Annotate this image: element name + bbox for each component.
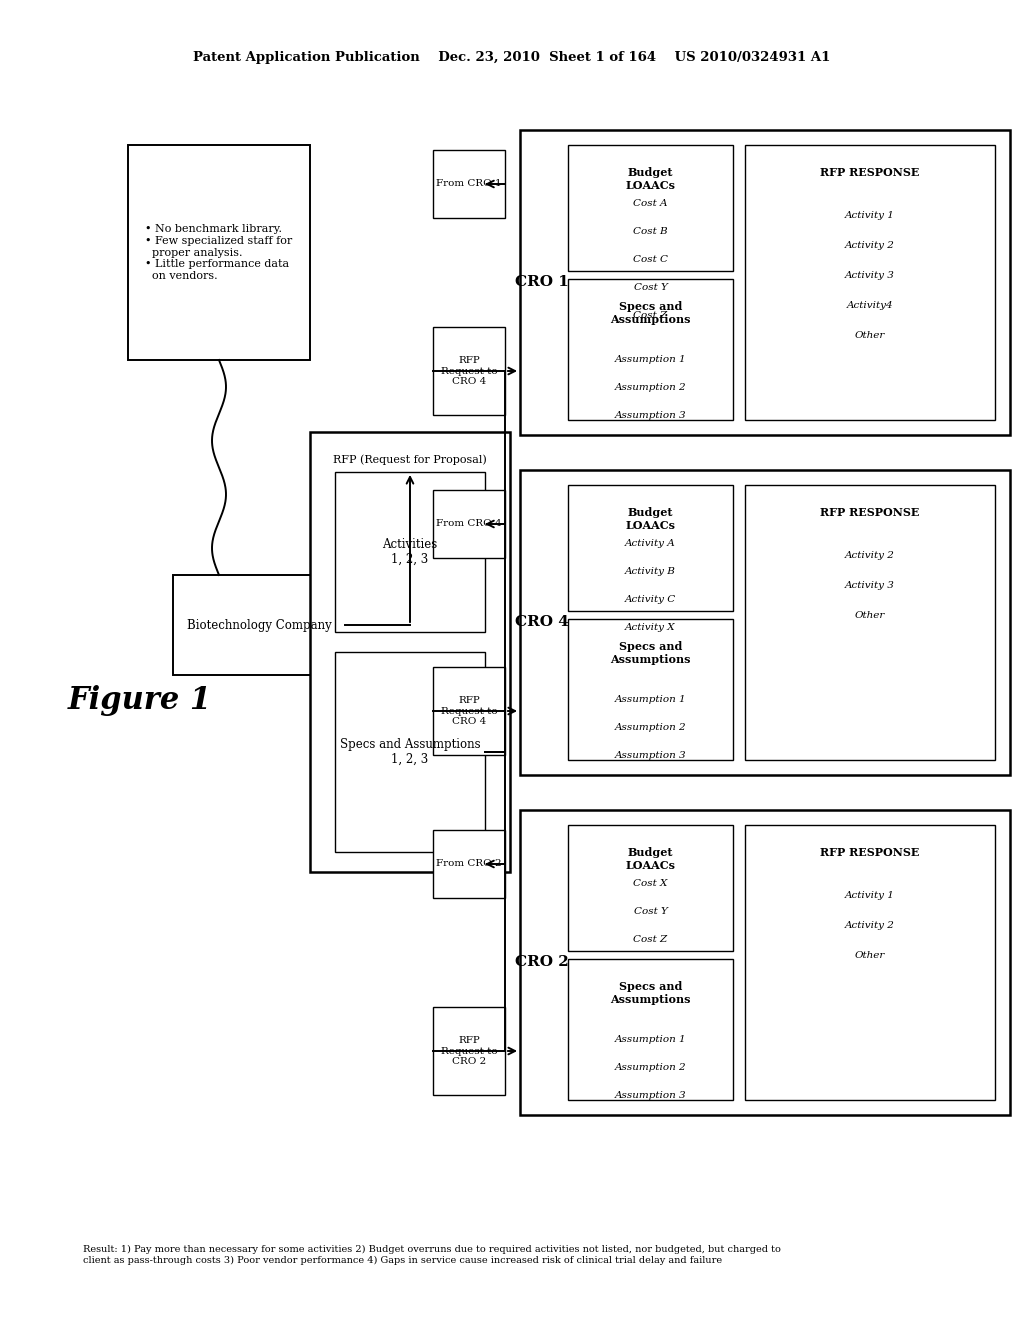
Text: CRO 4: CRO 4 bbox=[515, 615, 569, 630]
Bar bbox=[310, 432, 510, 873]
Bar bbox=[568, 960, 733, 1100]
Text: CRO 1: CRO 1 bbox=[515, 276, 569, 289]
Text: Biotechnology Company: Biotechnology Company bbox=[186, 619, 332, 631]
Text: Activity 2: Activity 2 bbox=[845, 550, 895, 560]
Text: Result: 1) Pay more than necessary for some activities 2) Budget overruns due to: Result: 1) Pay more than necessary for s… bbox=[83, 1245, 781, 1265]
Text: From CRO 1: From CRO 1 bbox=[436, 180, 502, 189]
Text: Other: Other bbox=[855, 330, 885, 339]
Text: Assumption 1: Assumption 1 bbox=[614, 355, 686, 363]
Bar bbox=[173, 576, 345, 675]
Text: RFP RESPONSE: RFP RESPONSE bbox=[820, 507, 920, 517]
Text: Activity4: Activity4 bbox=[847, 301, 893, 309]
Text: Specs and
Assumptions: Specs and Assumptions bbox=[610, 642, 691, 665]
Text: Cost Y: Cost Y bbox=[634, 907, 668, 916]
Text: From CRO 2: From CRO 2 bbox=[436, 859, 502, 869]
Bar bbox=[520, 470, 1010, 775]
Text: Cost B: Cost B bbox=[633, 227, 668, 235]
Bar bbox=[128, 145, 310, 360]
Bar bbox=[568, 145, 733, 271]
Text: Other: Other bbox=[855, 610, 885, 619]
Text: RFP RESPONSE: RFP RESPONSE bbox=[820, 847, 920, 858]
Bar bbox=[568, 825, 733, 950]
Text: Activities
1, 2, 3: Activities 1, 2, 3 bbox=[382, 539, 437, 566]
Text: Assumption 2: Assumption 2 bbox=[614, 383, 686, 392]
Bar bbox=[520, 129, 1010, 436]
Text: Activity X: Activity X bbox=[626, 623, 676, 631]
Text: Budget
LOAACs: Budget LOAACs bbox=[626, 507, 676, 531]
Text: CRO 2: CRO 2 bbox=[515, 956, 569, 969]
Bar bbox=[520, 810, 1010, 1115]
Text: Cost Y: Cost Y bbox=[634, 282, 668, 292]
Bar bbox=[568, 484, 733, 611]
Bar bbox=[433, 1007, 505, 1096]
Text: RFP
Request to
CRO 4: RFP Request to CRO 4 bbox=[440, 356, 498, 385]
Text: Patent Application Publication    Dec. 23, 2010  Sheet 1 of 164    US 2010/03249: Patent Application Publication Dec. 23, … bbox=[194, 51, 830, 65]
Text: Activity 1: Activity 1 bbox=[845, 891, 895, 899]
Text: Specs and Assumptions
1, 2, 3: Specs and Assumptions 1, 2, 3 bbox=[340, 738, 480, 766]
Bar bbox=[568, 619, 733, 760]
Text: Assumption 3: Assumption 3 bbox=[614, 751, 686, 759]
Text: From CRO 4: From CRO 4 bbox=[436, 520, 502, 528]
Bar bbox=[335, 473, 485, 632]
Text: Activity 2: Activity 2 bbox=[845, 240, 895, 249]
Text: Other: Other bbox=[855, 950, 885, 960]
Text: Specs and
Assumptions: Specs and Assumptions bbox=[610, 981, 691, 1005]
Text: Assumption 1: Assumption 1 bbox=[614, 694, 686, 704]
Text: Activity 3: Activity 3 bbox=[845, 271, 895, 280]
Text: Cost C: Cost C bbox=[633, 255, 668, 264]
Text: RFP (Request for Proposal): RFP (Request for Proposal) bbox=[333, 454, 486, 465]
Bar bbox=[433, 667, 505, 755]
Bar bbox=[568, 279, 733, 420]
Bar bbox=[745, 825, 995, 1100]
Text: Specs and
Assumptions: Specs and Assumptions bbox=[610, 301, 691, 325]
Text: RFP
Request to
CRO 4: RFP Request to CRO 4 bbox=[440, 696, 498, 726]
Text: Activity 1: Activity 1 bbox=[845, 210, 895, 219]
Text: Activity 3: Activity 3 bbox=[845, 581, 895, 590]
Text: Assumption 2: Assumption 2 bbox=[614, 1063, 686, 1072]
Text: Figure 1: Figure 1 bbox=[68, 685, 212, 715]
Text: Assumption 1: Assumption 1 bbox=[614, 1035, 686, 1044]
Bar bbox=[745, 484, 995, 760]
Bar bbox=[433, 830, 505, 898]
Text: Assumption 3: Assumption 3 bbox=[614, 411, 686, 420]
Text: RFP RESPONSE: RFP RESPONSE bbox=[820, 168, 920, 178]
Text: Budget
LOAACs: Budget LOAACs bbox=[626, 168, 676, 191]
Text: Activity C: Activity C bbox=[625, 594, 676, 603]
Bar bbox=[433, 327, 505, 414]
Text: Activity 2: Activity 2 bbox=[845, 920, 895, 929]
Text: Assumption 3: Assumption 3 bbox=[614, 1090, 686, 1100]
Text: Budget
LOAACs: Budget LOAACs bbox=[626, 847, 676, 871]
Text: Assumption 2: Assumption 2 bbox=[614, 722, 686, 731]
Bar bbox=[433, 490, 505, 558]
Text: Cost Z: Cost Z bbox=[634, 935, 668, 944]
Text: Activity A: Activity A bbox=[625, 539, 676, 548]
Text: • No benchmark library.
• Few specialized staff for
  proper analysis.
• Little : • No benchmark library. • Few specialize… bbox=[145, 224, 293, 281]
Text: Activity B: Activity B bbox=[625, 566, 676, 576]
Text: RFP
Request to
CRO 2: RFP Request to CRO 2 bbox=[440, 1036, 498, 1067]
Bar bbox=[433, 150, 505, 218]
Text: Cost Z: Cost Z bbox=[634, 310, 668, 319]
Text: Cost X: Cost X bbox=[633, 879, 668, 887]
Text: Cost A: Cost A bbox=[633, 198, 668, 207]
Bar bbox=[745, 145, 995, 420]
Bar bbox=[335, 652, 485, 851]
